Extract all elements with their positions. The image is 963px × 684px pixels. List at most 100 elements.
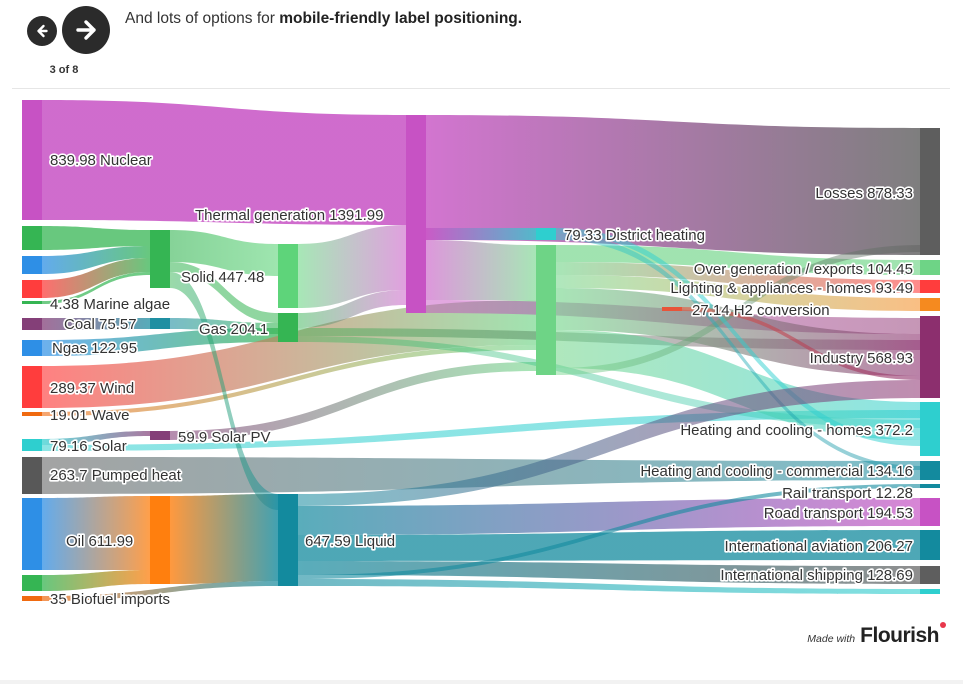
sankey-node-lighting[interactable] xyxy=(920,280,940,293)
sankey-link-liquid-to-road[interactable] xyxy=(298,498,920,535)
sankey-link-pumped-to-heat_comm[interactable] xyxy=(42,457,920,494)
sankey-node-wave[interactable] xyxy=(22,412,42,416)
sankey-label-ngas: Ngas 122.95 xyxy=(52,340,137,357)
sankey-link-gas-to-thermal[interactable] xyxy=(298,290,406,328)
sankey-node-solarpv[interactable] xyxy=(150,431,170,440)
sankey-link-liquid-to-bottom_out[interactable] xyxy=(298,579,920,594)
sankey-link-wind-to-elec[interactable] xyxy=(42,300,536,408)
sankey-link-gas_top-to-thermal[interactable] xyxy=(298,225,406,308)
sankey-node-blue_src[interactable] xyxy=(22,256,42,274)
sankey-link-oil_src-to-oil[interactable] xyxy=(42,496,150,570)
sankey-link-coal-to-coal_mid[interactable] xyxy=(42,318,150,330)
sankey-node-oil_src[interactable] xyxy=(22,498,42,570)
sankey-node-bottom_out[interactable] xyxy=(920,589,940,594)
sankey-link-oil-to-liquid[interactable] xyxy=(170,494,278,584)
sankey-link-thermal-to-losses[interactable] xyxy=(426,115,920,255)
sankey-link-gas-to-heat_homes[interactable] xyxy=(298,336,920,428)
flourish-dot-icon xyxy=(940,622,946,628)
sankey-label-oil: Oil 611.99 xyxy=(66,533,133,550)
sankey-node-marine[interactable] xyxy=(22,301,42,304)
sankey-node-h2[interactable] xyxy=(662,307,682,311)
sankey-label-wave: 19.01 Wave xyxy=(50,407,130,424)
sankey-node-rail[interactable] xyxy=(920,484,940,488)
sankey-link-liquid-to-aviation[interactable] xyxy=(298,530,920,561)
sankey-link-thermal-to-district[interactable] xyxy=(426,228,536,240)
sankey-link-district-to-heat_homes[interactable] xyxy=(556,228,920,446)
sankey-label-losses: Losses 878.33 xyxy=(815,185,913,202)
sankey-node-losses[interactable] xyxy=(920,128,940,255)
sankey-node-coal_mid[interactable] xyxy=(150,318,170,329)
flourish-logo: Flourish xyxy=(860,622,946,648)
sankey-node-oil_green[interactable] xyxy=(22,575,42,591)
sankey-node-solar[interactable] xyxy=(22,439,42,451)
sankey-link-marine-to-solid[interactable] xyxy=(42,272,150,304)
sankey-link-nuclear-to-thermal[interactable] xyxy=(42,100,406,225)
sankey-link-biofuel-to-liquid[interactable] xyxy=(42,581,278,601)
sankey-node-aviation[interactable] xyxy=(920,530,940,560)
sankey-node-biofuel[interactable] xyxy=(22,596,42,601)
sankey-link-solid-to-gas_top[interactable] xyxy=(170,230,278,276)
sankey-node-ngas[interactable] xyxy=(22,340,42,356)
sankey-label-lighting: Lighting & appliances - homes 93.49 xyxy=(670,280,913,297)
sankey-diagram: 839.98 Nuclear 4.38 Marine algae Coal 75.5… xyxy=(22,100,940,610)
sankey-label-solid: Solid 447.48 xyxy=(181,269,264,286)
sankey-label-pumped: 263.7 Pumped heat xyxy=(50,467,182,484)
sankey-link-elec-to-industry[interactable] xyxy=(556,288,920,376)
sankey-label-road: Road transport 194.53 xyxy=(764,505,913,522)
sankey-label-coal: Coal 75.57 xyxy=(64,316,137,333)
sankey-node-liquid[interactable] xyxy=(278,494,298,586)
sankey-link-district-to-heat_comm[interactable] xyxy=(556,234,920,470)
sankey-node-heat_comm[interactable] xyxy=(920,461,940,480)
sankey-link-liquid-to-rail[interactable] xyxy=(298,484,920,579)
sankey-label-district: 79.33 District heating xyxy=(564,227,705,244)
sankey-node-industry[interactable] xyxy=(920,316,940,398)
sankey-node-solid[interactable] xyxy=(150,230,170,288)
sankey-link-elec-to-lighting[interactable] xyxy=(556,262,920,293)
sankey-link-coal_mid-to-gas[interactable] xyxy=(170,318,278,334)
made-with-flourish-credit[interactable]: Made with Flourish xyxy=(807,622,946,648)
sankey-node-heat_homes[interactable] xyxy=(920,402,940,456)
sankey-link-elec-to-losses[interactable] xyxy=(556,245,920,375)
sankey-link-solid-to-liquid[interactable] xyxy=(170,272,278,510)
sankey-label-solar: 79.16 Solar xyxy=(50,438,127,455)
sankey-link-oil_green-to-oil[interactable] xyxy=(42,570,150,591)
sankey-node-elec[interactable] xyxy=(536,245,556,375)
sankey-link-thermal-to-elec[interactable] xyxy=(426,240,536,300)
sankey-node-oil[interactable] xyxy=(150,496,170,584)
sankey-node-pumped[interactable] xyxy=(22,457,42,494)
sankey-label-rail: Rail transport 12.28 xyxy=(782,485,913,502)
sankey-link-solar-to-solarpv[interactable] xyxy=(42,431,150,445)
next-slide-button[interactable] xyxy=(62,6,110,54)
sankey-link-blue_src-to-solid[interactable] xyxy=(42,246,150,274)
sankey-link-ngas-to-gas[interactable] xyxy=(42,328,278,356)
slide-counter: 3 of 8 xyxy=(49,64,79,76)
sankey-label-h2: 27.14 H2 conversion xyxy=(692,302,830,319)
sankey-link-liquid-to-industry[interactable] xyxy=(298,380,920,506)
previous-slide-button[interactable] xyxy=(27,16,57,46)
sankey-node-gas[interactable] xyxy=(278,313,298,342)
sankey-label-heat_homes: Heating and cooling - homes 372.2 xyxy=(680,422,913,439)
sankey-label-thermal: Thermal generation 1391.99 xyxy=(195,207,383,224)
sankey-node-red_src[interactable] xyxy=(22,280,42,298)
sankey-node-road[interactable] xyxy=(920,498,940,526)
sankey-link-red_src-to-solid[interactable] xyxy=(42,258,150,298)
sankey-node-green_src[interactable] xyxy=(22,226,42,250)
sankey-node-thermal[interactable] xyxy=(406,115,426,313)
sankey-link-solid-to-gas[interactable] xyxy=(170,262,278,323)
sankey-label-marine: 4.38 Marine algae xyxy=(50,296,170,313)
sankey-node-gas_top[interactable] xyxy=(278,244,298,308)
sankey-label-biofuel: 35 Biofuel imports xyxy=(50,591,170,608)
sankey-link-solarpv-to-elec[interactable] xyxy=(170,362,536,440)
sankey-link-wave-to-elec[interactable] xyxy=(42,345,536,416)
sankey-node-coal[interactable] xyxy=(22,318,42,330)
sankey-link-elec-to-orange_out[interactable] xyxy=(556,275,920,311)
sankey-node-district[interactable] xyxy=(536,228,556,240)
sankey-link-h2-to-industry[interactable] xyxy=(682,307,920,380)
sankey-node-wind[interactable] xyxy=(22,366,42,408)
sankey-node-overgen[interactable] xyxy=(920,260,940,275)
sankey-node-orange_out[interactable] xyxy=(920,298,940,311)
sankey-link-green_src-to-solid[interactable] xyxy=(42,226,150,250)
sankey-node-shipping[interactable] xyxy=(920,566,940,584)
sankey-node-nuclear[interactable] xyxy=(22,100,42,220)
